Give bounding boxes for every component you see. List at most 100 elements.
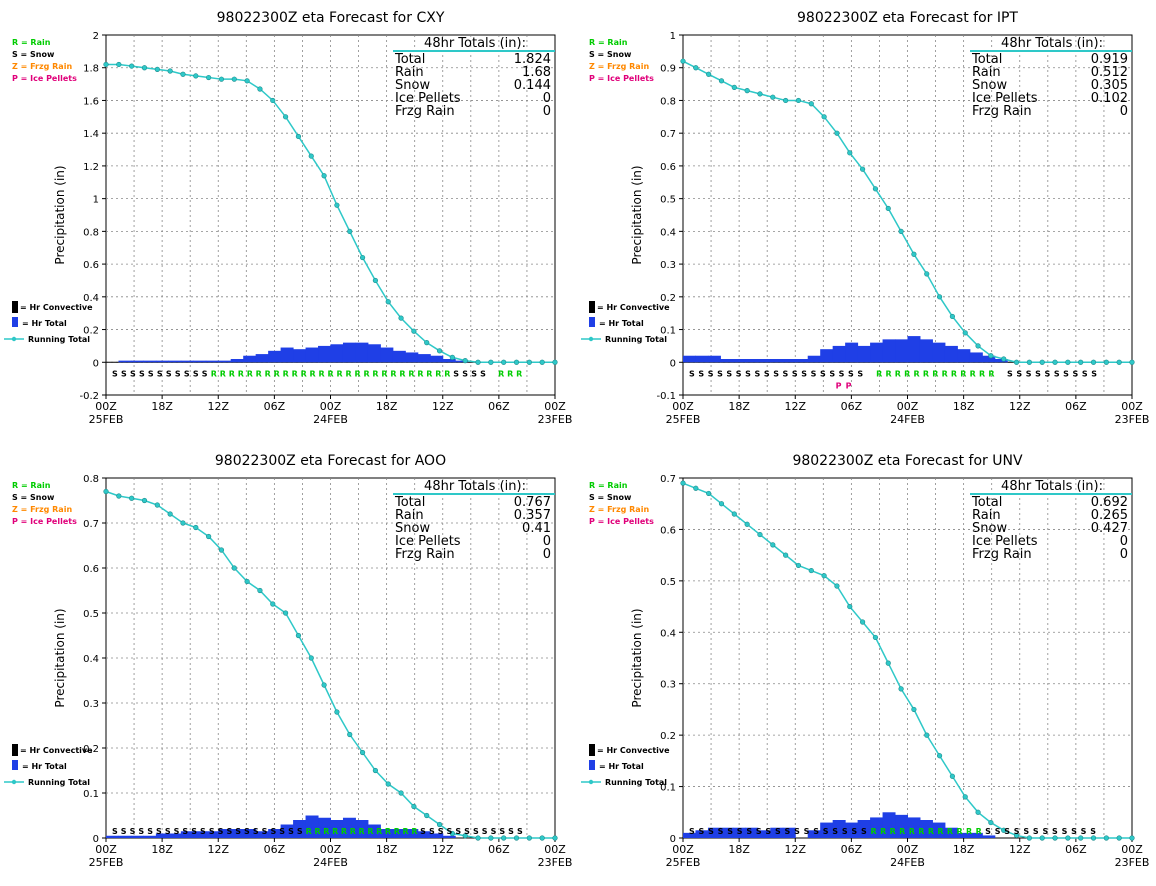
running-total-point: [821, 114, 827, 120]
hr-total-bar: [342, 342, 356, 363]
y-tick-label: 0.1: [660, 783, 676, 794]
x-date-label: 23FEB: [1115, 856, 1150, 869]
hr-total-bar: [907, 336, 921, 363]
precip-type-letter: S: [785, 827, 791, 836]
hr-total-bar: [405, 352, 419, 363]
precip-type-letter: S: [138, 827, 144, 836]
hr-total-bar: [882, 339, 896, 363]
precip-type-letter: S: [689, 369, 695, 378]
running-total-point: [988, 353, 994, 359]
hr-total-bar: [870, 817, 884, 838]
precip-type-letter: R: [923, 369, 929, 378]
precip-type-letter: R: [970, 369, 976, 378]
hr-total-bar: [683, 832, 696, 838]
running-total-point: [424, 340, 430, 346]
precip-type-letter: S: [773, 369, 779, 378]
precip-type-letter: S: [848, 369, 854, 378]
precip-type-letter: S: [174, 827, 180, 836]
running-total-point: [372, 767, 379, 774]
running-total-point: [308, 655, 314, 661]
totals-value: 0: [1120, 104, 1128, 119]
precip-type-letter: S: [985, 827, 991, 836]
hr-total-bar: [782, 359, 796, 363]
y-tick-label: 0.2: [660, 293, 676, 304]
x-tick-label: 00Z: [897, 843, 919, 856]
precip-type-letter: S: [429, 827, 435, 836]
running-total-point: [872, 634, 879, 641]
precip-type-letter: S: [783, 369, 789, 378]
precip-type-letter: S: [823, 827, 829, 836]
totals-label: Ice Pellets: [972, 534, 1038, 549]
running-total-point: [1039, 835, 1045, 841]
hr-total-bar: [330, 344, 344, 363]
precip-type-letter: S: [699, 827, 705, 836]
hr-total-bar: [957, 349, 971, 363]
totals-value: 0.102: [1091, 91, 1128, 106]
totals-label: Ice Pellets: [395, 534, 461, 549]
precip-type-letter: R: [408, 369, 414, 378]
legend-rain: R = Rain: [12, 481, 51, 490]
precip-type-letter: S: [792, 369, 798, 378]
hr-total-bar: [695, 830, 709, 838]
running-total-point: [411, 328, 417, 334]
hr-total-bar: [243, 355, 257, 363]
precip-type-letter: S: [764, 369, 770, 378]
totals-label: Rain: [972, 508, 1001, 523]
running-total-point: [1078, 359, 1084, 365]
running-total-point: [295, 632, 302, 639]
y-tick-label: 0.6: [660, 162, 676, 173]
precip-type-letter: R: [904, 369, 910, 378]
precip-type-letter: R: [444, 369, 450, 378]
y-tick-label: 0.3: [660, 680, 676, 691]
running-total-point: [424, 812, 430, 819]
hr-total-bar: [745, 827, 759, 838]
running-total-point: [193, 524, 199, 531]
legend-ice-pellets: P = Ice Pellets: [12, 517, 77, 526]
x-tick-label: 18Z: [953, 400, 975, 413]
hr-total-bar: [106, 835, 119, 838]
legend-snow: S = Snow: [12, 493, 55, 502]
legend-frzg-rain: Z = Frzg Rain: [589, 62, 649, 71]
legend-snow: S = Snow: [589, 50, 632, 59]
precip-type-letter: S: [157, 369, 163, 378]
legend-running-marker: [11, 336, 17, 342]
chart-title: 98022300Z eta Forecast for IPT: [797, 10, 1018, 26]
precip-type-letter: R: [390, 369, 396, 378]
precip-type-letter: R: [345, 369, 351, 378]
precip-type-letter: S: [736, 369, 742, 378]
precip-type-letter: R: [932, 369, 938, 378]
hr-total-bar: [155, 360, 169, 363]
hr-total-bar: [455, 360, 469, 363]
running-total-point: [757, 531, 763, 538]
precip-type-letter: S: [139, 369, 145, 378]
y-tick-label: 0.8: [83, 474, 99, 485]
x-tick-label: 06Z: [488, 400, 510, 413]
y-tick-label: 0.4: [83, 654, 99, 665]
totals-value: 1.824: [514, 52, 551, 67]
precip-type-letter: S: [182, 827, 188, 836]
precip-type-letter: S: [279, 827, 285, 836]
precip-type-letter: R: [350, 827, 356, 836]
hr-total-bar: [330, 820, 344, 838]
precip-type-letter: S: [801, 369, 807, 378]
totals-value: 0.919: [1091, 52, 1128, 67]
running-total-point: [385, 781, 391, 787]
precip-type-letter: S: [1016, 369, 1022, 378]
hr-total-bar: [707, 827, 721, 838]
running-total-point: [885, 660, 891, 666]
running-total-point: [924, 271, 930, 277]
precip-type-letter: S: [480, 369, 486, 378]
x-tick-label: 06Z: [264, 400, 286, 413]
precip-type-letter: S: [1014, 827, 1020, 836]
precip-type-letter: S: [829, 369, 835, 378]
running-total-point: [552, 835, 558, 841]
running-total-point: [1090, 359, 1097, 365]
running-total-point: [141, 497, 148, 504]
legend-ice-pellets: P = Ice Pellets: [589, 517, 654, 526]
precip-type-letter: S: [508, 827, 514, 836]
x-tick-label: 12Z: [207, 843, 229, 856]
running-total-point: [1090, 835, 1097, 841]
running-total-point: [924, 732, 930, 738]
precip-type-letter: R: [376, 827, 382, 836]
precip-type-letter: R: [966, 827, 972, 836]
